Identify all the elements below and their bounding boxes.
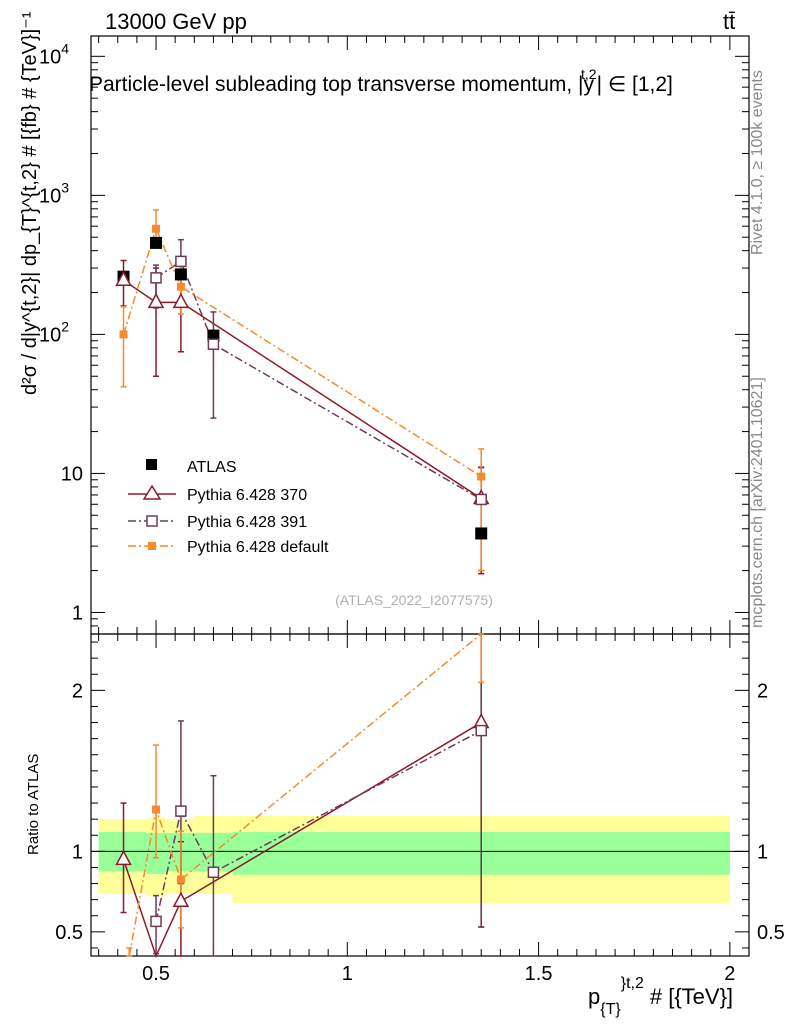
main-ytick-base: 10 — [39, 185, 61, 207]
main-point-pythia-6-428-391 — [475, 493, 487, 506]
main-point-pythia-6-428-370 — [172, 292, 190, 309]
ratio-xtick-label: 2 — [724, 963, 735, 985]
main-line-pythia-6-428-default — [122, 226, 482, 478]
main-ytick-base: 10 — [39, 324, 61, 346]
main-line-pythia-6-428-370 — [123, 279, 482, 500]
ratio-xtick-label: 1.5 — [525, 963, 553, 985]
ratio-point-pythia-6-428-391 — [175, 805, 187, 817]
chart-title-y: y — [584, 73, 595, 96]
main-ytick-base: 1 — [72, 602, 83, 624]
legend-label-default: Pythia 6.428 default — [187, 539, 329, 556]
ratio-point-pythia-6-428-391 — [150, 915, 162, 928]
ratio-xlabel: p{T}}t,2 # [{TeV}] — [588, 975, 733, 1018]
legend-marker-atlas — [146, 459, 157, 470]
ratio-ytick-label-right: 2 — [757, 680, 768, 702]
ratio-line-pythia-6-428-default — [128, 633, 482, 957]
legend-marker-default — [148, 542, 156, 550]
ratio-point-pythia-6-428-370 — [172, 891, 190, 908]
ratio-ytick-label-left: 1 — [72, 841, 83, 863]
ratio-series — [115, 633, 490, 959]
main-point-pythia-6-428-default — [176, 282, 185, 291]
ratio-ytick-label-right: 0.5 — [757, 922, 785, 944]
chart-title-sup: t,2 — [581, 66, 597, 82]
chart-title-tail: | ∈ [1,2] — [597, 73, 673, 96]
main-ytick-label: 104 — [39, 40, 69, 68]
main-ytick-label: 102 — [39, 318, 69, 346]
main-ytick-base: 10 — [61, 463, 83, 485]
xlabel-sup: }t,2 — [621, 975, 644, 992]
main-series — [115, 209, 490, 575]
main-ytick-exp: 3 — [61, 179, 69, 195]
chart-title-main: Particle-level subleading top transverse… — [89, 73, 584, 96]
ratio-xtick-label: 0.5 — [142, 963, 170, 985]
legend-label-atlas: ATLAS — [187, 459, 237, 476]
ratio-ytick-label-left: 2 — [72, 680, 83, 702]
ratio-line-pythia-6-428-370 — [122, 721, 482, 959]
process-label: tt̄ — [723, 9, 735, 34]
xlabel-tail: # [{TeV}] — [650, 984, 733, 1009]
main-ylabel: d²σ / d|y^{t,2}| dp_{T}^{t,2} # [{fb} # … — [19, 11, 41, 395]
ratio-point-pythia-6-428-default — [152, 805, 161, 814]
rivet-version-label: Rivet 4.1.0, ≥ 100k events — [749, 70, 766, 255]
main-point-atlas — [174, 268, 187, 281]
main-point-atlas — [150, 236, 163, 249]
ratio-point-pythia-6-428-391 — [475, 724, 487, 737]
energy-label: 13000 GeV pp — [105, 9, 247, 34]
ratio-point-pythia-6-428-default — [176, 875, 185, 884]
legend-marker-391 — [146, 515, 158, 527]
legend: ATLAS Pythia 6.428 370 Pythia 6.428 391 … — [128, 459, 329, 556]
analysis-id: (ATLAS_2022_I2077575) — [335, 592, 493, 608]
ratio-panel-frame — [90, 633, 750, 957]
ratio-xtick-label: 1 — [342, 963, 353, 985]
xlabel-sub: {T} — [600, 1001, 621, 1018]
main-point-pythia-6-428-391 — [207, 338, 220, 350]
xlabel-p: p — [588, 984, 600, 1009]
main-point-pythia-6-428-default — [477, 472, 486, 481]
mcplots-label: mcplots.cern.ch [arXiv:2401.10621] — [749, 377, 766, 628]
main-ytick-label: 103 — [39, 179, 69, 207]
ratio-point-pythia-6-428-370 — [115, 849, 132, 866]
main-ytick-exp: 2 — [61, 318, 69, 334]
main-ytick-base: 10 — [39, 46, 61, 68]
main-line-pythia-6-428-391 — [155, 260, 482, 501]
main-ytick-exp: 4 — [61, 40, 69, 56]
legend-marker-370 — [142, 484, 162, 500]
main-point-atlas — [475, 527, 488, 540]
main-point-pythia-6-428-default — [152, 224, 161, 233]
main-point-pythia-6-428-default — [119, 330, 128, 339]
legend-label-370: Pythia 6.428 370 — [187, 487, 307, 504]
band-green-2 — [165, 832, 195, 872]
main-point-pythia-6-428-391 — [175, 255, 187, 268]
main-point-pythia-6-428-370 — [115, 270, 132, 287]
main-ytick-label: 1 — [72, 602, 83, 624]
main-point-pythia-6-428-370 — [147, 292, 165, 309]
chart-title: Particle-level subleading top transverse… — [89, 66, 673, 96]
main-ytick-label: 10 — [61, 463, 83, 485]
ratio-ytick-label-right: 1 — [757, 841, 768, 863]
ratio-ylabel: Ratio to ATLAS — [25, 754, 42, 855]
main-point-pythia-6-428-391 — [150, 272, 162, 284]
ratio-line-pythia-6-428-391 — [155, 729, 482, 922]
ratio-point-pythia-6-428-391 — [207, 866, 220, 879]
legend-label-391: Pythia 6.428 391 — [187, 514, 307, 531]
ratio-ytick-label-left: 0.5 — [55, 922, 83, 944]
ratio-axis-ticks: 0.5 0.5 1 1 2 2 0.5 1 1.5 2 — [55, 634, 785, 985]
